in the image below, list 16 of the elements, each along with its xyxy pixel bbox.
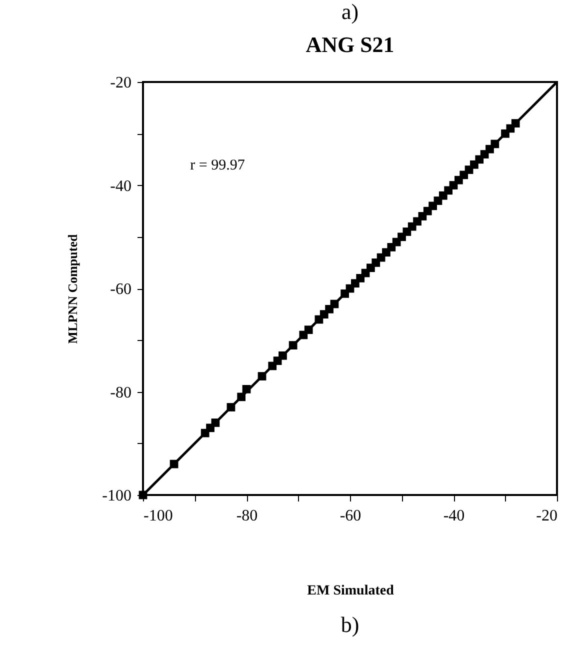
y-tick-label: -20 bbox=[110, 74, 132, 92]
y-tick-label: -80 bbox=[110, 384, 132, 402]
x-axis-title: EM Simulated bbox=[307, 584, 394, 598]
x-tick-label: -20 bbox=[536, 508, 558, 524]
x-tick-label: -100 bbox=[144, 508, 173, 524]
y-tick-label: -40 bbox=[110, 178, 132, 195]
text: b) bbox=[340, 612, 360, 637]
y-tick-label: -60 bbox=[110, 281, 132, 298]
y-tick-label: -100 bbox=[102, 488, 132, 504]
x-tick-label: -40 bbox=[443, 508, 465, 524]
annotation: r = 99.97 bbox=[190, 158, 246, 174]
text: a) bbox=[341, 0, 359, 24]
chart-title: ANG S21 bbox=[306, 32, 394, 57]
x-tick-label: -60 bbox=[340, 508, 362, 524]
x-tick-label: -80 bbox=[236, 508, 258, 524]
y-axis-title: MLPNN Computed bbox=[65, 234, 80, 344]
